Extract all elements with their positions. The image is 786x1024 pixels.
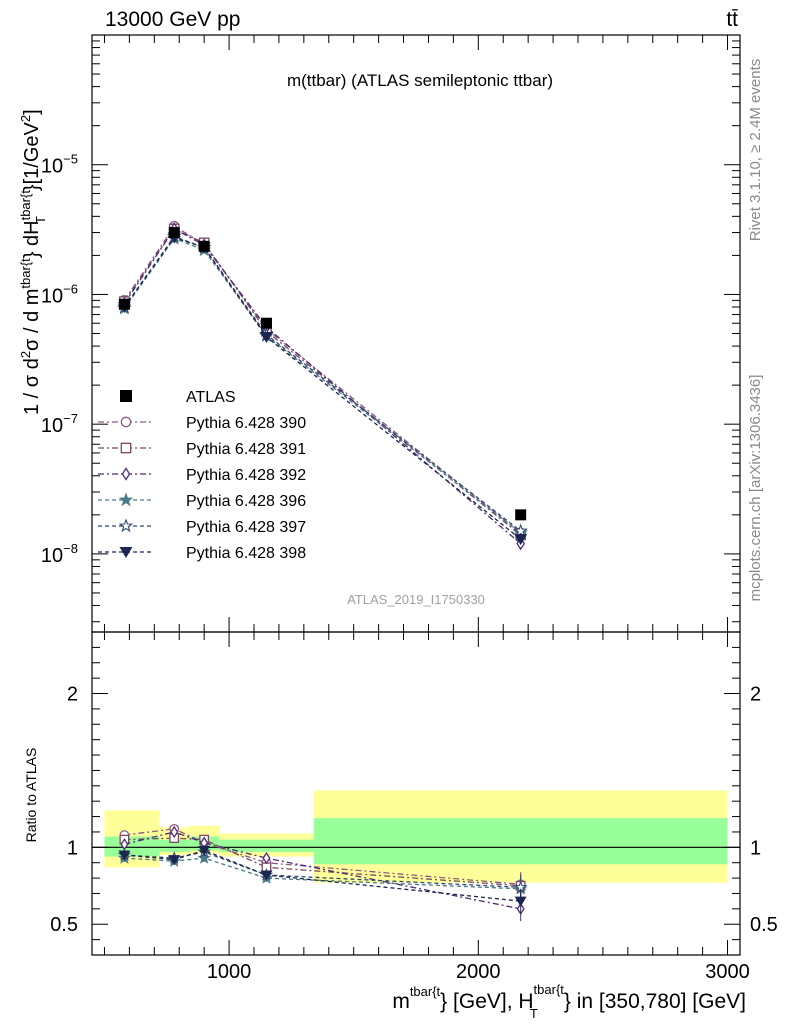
ratio-point-3 bbox=[262, 851, 271, 865]
ratio-y-tick-label: 2 bbox=[67, 684, 78, 706]
header-right: tt̄ bbox=[726, 8, 738, 31]
uncertainty-band-stat bbox=[313, 818, 728, 865]
legend-marker bbox=[118, 492, 134, 507]
ratio-line-1 bbox=[124, 828, 521, 885]
series-line-6 bbox=[123, 236, 522, 540]
ratio-y-tick-label-right: 0.5 bbox=[750, 914, 778, 936]
series-line-2 bbox=[123, 228, 522, 536]
data-point bbox=[515, 509, 527, 521]
y-tick-label: 10−6 bbox=[41, 281, 78, 307]
legend-label: Pythia 6.428 390 bbox=[186, 415, 306, 432]
legend-marker bbox=[121, 467, 131, 481]
x-tick-label: 3000 bbox=[705, 961, 750, 983]
x-tick-label: 2000 bbox=[456, 961, 501, 983]
legend-marker-atlas bbox=[120, 390, 132, 402]
data-point bbox=[168, 227, 180, 239]
data-point bbox=[118, 298, 130, 310]
ratio-y-tick-label: 1 bbox=[67, 837, 78, 859]
legend-label: Pythia 6.428 392 bbox=[186, 467, 306, 484]
legend-marker bbox=[120, 442, 132, 454]
y-tick-label: 10−5 bbox=[41, 152, 78, 178]
series-line-4 bbox=[123, 237, 522, 534]
series-line-3 bbox=[123, 228, 522, 545]
data-point bbox=[260, 317, 272, 329]
ratio-plot-panel: 0.5 0.5 1 1 2 2 1000 2000 3000 bbox=[50, 631, 778, 983]
series-point-6 bbox=[259, 332, 273, 344]
ratio-point-4 bbox=[197, 850, 211, 864]
legend-label: Pythia 6.428 396 bbox=[186, 493, 306, 510]
ratio-y-axis-label: Ratio to ATLAS bbox=[23, 748, 39, 843]
main-y-axis-label: 1 / σ d2σ / d mtbar{t} dHtbar{tT}[1/GeV2… bbox=[18, 109, 48, 415]
y-tick-label: 10−7 bbox=[41, 411, 78, 437]
ratio-point-3 bbox=[170, 825, 179, 839]
header-left: 13000 GeV pp bbox=[105, 8, 240, 31]
main-frame bbox=[91, 34, 741, 633]
legend-label: Pythia 6.428 391 bbox=[186, 441, 306, 458]
rivet-label: Rivet 3.1.10, ≥ 2.4M events bbox=[747, 59, 764, 242]
legend-marker bbox=[119, 547, 133, 559]
ratio-y-tick-label-right: 2 bbox=[750, 684, 761, 706]
watermark: ATLAS_2019_I1750330 bbox=[347, 592, 485, 607]
ratio-point-6 bbox=[118, 850, 131, 861]
legend-marker bbox=[120, 416, 132, 428]
x-tick-label: 1000 bbox=[207, 961, 252, 983]
ratio-line-6 bbox=[124, 849, 521, 902]
ratio-y-tick-label: 0.5 bbox=[50, 914, 78, 936]
x-axis-label: mtbar{t} [GeV], Htbar{t T} in [350,780] [… bbox=[392, 982, 746, 1021]
plot-title: m(ttbar) (ATLAS semileptonic ttbar) bbox=[287, 71, 553, 90]
series-line-1 bbox=[123, 225, 522, 534]
ratio-point-6 bbox=[514, 896, 527, 907]
mcplots-label: mcplots.cern.ch [arXiv:1306.3436] bbox=[747, 375, 764, 602]
legend-label: Pythia 6.428 398 bbox=[186, 545, 306, 562]
series-point-5 bbox=[513, 523, 528, 538]
ratio-point-6 bbox=[260, 870, 273, 881]
ratio-line-3 bbox=[124, 831, 521, 910]
ratio-point-6 bbox=[198, 845, 211, 856]
ratio-frame bbox=[91, 631, 741, 956]
main-plot-panel: 10−8 10−7 10−6 10−5 bbox=[41, 34, 741, 633]
series-point-6 bbox=[514, 534, 528, 546]
uncertainty-band-stat bbox=[219, 839, 314, 852]
y-tick-label: 10−8 bbox=[41, 541, 78, 567]
legend: ATLAS Pythia 6.428 390 Pythia 6.428 391 Pyt… bbox=[98, 389, 306, 562]
data-point bbox=[198, 240, 210, 252]
legend-label-atlas: ATLAS bbox=[186, 389, 236, 406]
legend-label: Pythia 6.428 397 bbox=[186, 519, 306, 536]
uncertainty-band-stat bbox=[159, 839, 190, 852]
legend-marker bbox=[118, 518, 134, 533]
ratio-point-6 bbox=[168, 855, 181, 866]
ratio-y-tick-label-right: 1 bbox=[750, 837, 761, 859]
uncertainty-band-stat bbox=[104, 836, 160, 857]
